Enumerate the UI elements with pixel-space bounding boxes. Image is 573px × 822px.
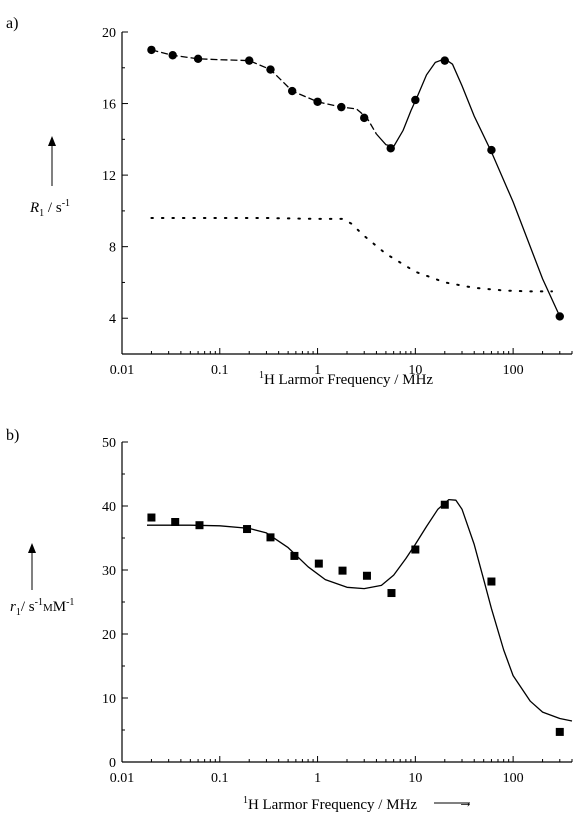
x-tick-label: 1 (314, 363, 321, 378)
y-axis-title: R1 / s-1 (29, 198, 70, 219)
y-tick-label: 10 (102, 692, 116, 707)
y-axis-title-var: R (29, 200, 39, 216)
x-axis-title-sup: 1 (243, 795, 248, 806)
x-tick-label: 10 (408, 771, 422, 786)
y-axis-title-unit: / s (44, 200, 62, 216)
fit-curve-solid (147, 498, 573, 722)
data-point (147, 513, 156, 522)
data-point (338, 566, 347, 575)
y-tick-label: 20 (102, 628, 116, 643)
y-axis-title-sup: -1 (35, 597, 43, 608)
y-axis-title-sub: 1 (39, 208, 44, 219)
data-point (193, 54, 203, 64)
y-axis-title-sup: -1 (62, 198, 70, 209)
data-point (387, 589, 396, 598)
data-point (440, 56, 449, 65)
y-axis-title-sub: 1 (16, 607, 21, 618)
data-point (243, 525, 252, 534)
data-point (362, 571, 371, 580)
y-tick-label: 0 (109, 756, 116, 771)
x-tick-label: 0.01 (110, 771, 135, 786)
y-tick-label: 16 (102, 98, 116, 113)
y-tick-label: 8 (109, 241, 116, 256)
x-tick-label: 10 (408, 363, 422, 378)
x-tick-label: 0.1 (211, 771, 229, 786)
fit-curve-solid (375, 58, 561, 317)
data-point (171, 518, 180, 526)
x-axis-title-sup: 1 (259, 370, 264, 381)
data-point (314, 559, 323, 568)
y-axis-title-var: r (10, 599, 16, 615)
y-axis-title: r1/ s-1mM-1 (10, 597, 74, 618)
y-axis-title-sup2: -1 (66, 597, 74, 608)
y-axis-title-unit2: mM (43, 599, 66, 615)
x-tick-label: 100 (503, 771, 524, 786)
y-tick-label: 20 (102, 26, 116, 41)
data-point (245, 56, 254, 65)
x-axis-title: 1H Larmor Frequency / MHz (259, 370, 433, 388)
y-tick-label: 4 (109, 312, 116, 327)
data-point (290, 551, 299, 560)
y-axis-title-unit: / s (21, 599, 35, 615)
y-axis-arrow-head (48, 136, 56, 146)
x-tick-label: 0.1 (211, 363, 229, 378)
y-tick-label: 12 (102, 169, 116, 184)
data-point (487, 577, 496, 586)
data-point (555, 727, 564, 736)
fit-curve-dashed (151, 49, 377, 135)
data-point (440, 500, 449, 509)
x-axis-title-text: H Larmor Frequency / MHz (264, 372, 433, 388)
fit-curve-dotted (150, 217, 553, 293)
x-axis-title-text: H Larmor Frequency / MHz (248, 797, 417, 813)
y-tick-label: 30 (102, 564, 116, 579)
x-tick-label: 0.01 (110, 363, 135, 378)
x-tick-label: 1 (314, 771, 321, 786)
y-tick-label: 40 (102, 500, 116, 515)
data-point (266, 533, 275, 542)
data-point (411, 545, 420, 554)
data-point (555, 312, 564, 321)
data-point (313, 97, 322, 106)
panel-label: a) (6, 15, 18, 32)
data-point (360, 113, 369, 123)
x-axis-title: 1H Larmor Frequency / MHz (243, 795, 417, 813)
x-tick-label: 100 (503, 363, 524, 378)
panel-label: b) (6, 427, 19, 444)
y-axis-arrow-head (28, 543, 36, 553)
y-tick-label: 50 (102, 436, 116, 451)
